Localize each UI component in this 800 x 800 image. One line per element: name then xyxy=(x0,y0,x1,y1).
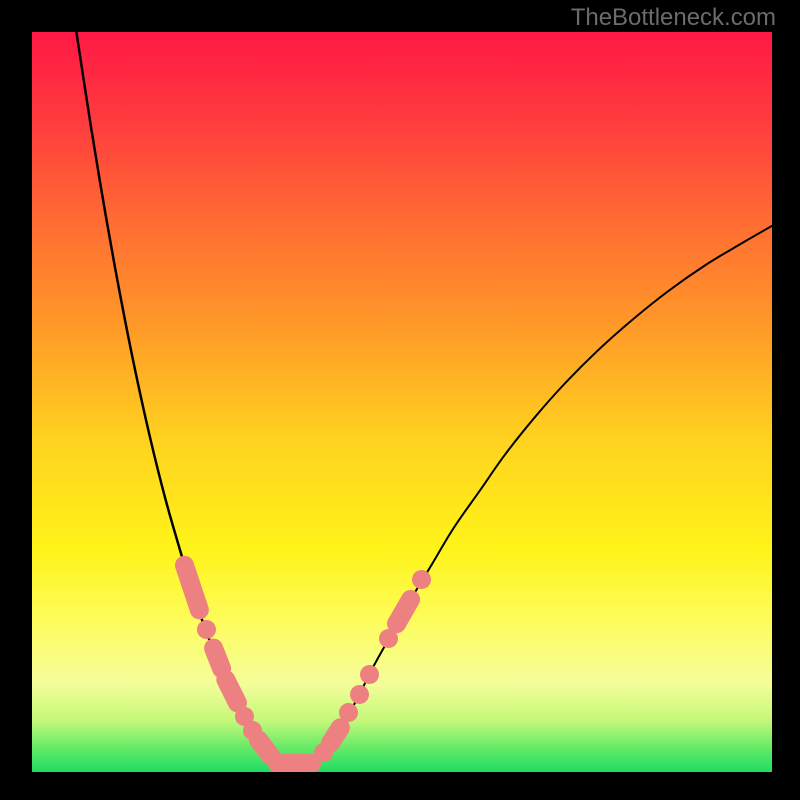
marker xyxy=(350,685,369,704)
marker xyxy=(235,707,254,726)
marker xyxy=(197,620,216,639)
marker xyxy=(384,587,424,637)
marker xyxy=(213,667,250,716)
marker xyxy=(201,635,234,680)
marker xyxy=(243,721,262,740)
chart-frame: TheBottleneck.com xyxy=(0,0,800,800)
marker xyxy=(339,703,358,722)
marker xyxy=(360,665,379,684)
marker xyxy=(379,629,398,648)
marker xyxy=(317,714,353,755)
marker xyxy=(314,743,333,762)
watermark-text: TheBottleneck.com xyxy=(571,4,776,32)
marker xyxy=(268,754,321,772)
marker-layer xyxy=(32,32,772,772)
plot-area xyxy=(32,32,772,772)
marker xyxy=(245,727,283,769)
marker xyxy=(412,570,431,589)
marker xyxy=(172,553,211,621)
